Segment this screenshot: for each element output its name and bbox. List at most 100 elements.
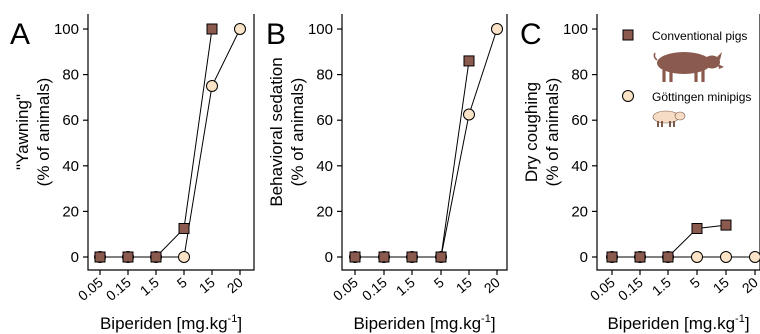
- conventional-pig-icon: [653, 52, 724, 82]
- pig-tail: [653, 52, 658, 61]
- data-point-conventional: [349, 251, 361, 263]
- x-tick-label: 15: [710, 274, 732, 296]
- x-tick-label: 0.05: [75, 274, 106, 304]
- y-axis-label-line: Behavioral sedation: [267, 57, 286, 206]
- minipig-icon: [652, 110, 686, 127]
- legend-label-conventional: Conventional pigs: [652, 29, 747, 43]
- data-point-gottingen: [234, 23, 246, 35]
- data-point-conventional: [406, 251, 418, 263]
- y-tick-label: 20: [62, 203, 79, 220]
- y-tick-label: 60: [62, 112, 79, 129]
- data-point-conventional: [178, 223, 190, 234]
- x-tick-label: 0.05: [330, 274, 361, 304]
- axes-frame: [87, 14, 255, 271]
- x-tick-label: 0.15: [103, 274, 134, 304]
- data-point-gottingen: [463, 108, 475, 121]
- axes-frame: [596, 14, 760, 271]
- y-tick-label: 20: [316, 203, 333, 220]
- x-tick-label: 5: [687, 274, 703, 291]
- panel-letter: B: [266, 18, 286, 51]
- data-point-conventional: [463, 55, 475, 67]
- y-tick-label: 100: [563, 21, 588, 38]
- y-tick-label: 60: [316, 112, 333, 129]
- data-point-conventional: [606, 251, 618, 263]
- legend: Conventional pigs Göttingen minipigs: [622, 29, 751, 127]
- x-tick-label: 15: [453, 274, 475, 296]
- x-tick-label: 0.05: [587, 274, 618, 304]
- series-line-conventional: [355, 60, 470, 258]
- x-tick-label: 1.5: [649, 274, 674, 299]
- x-axis-label: Biperiden [mg.kg-1]: [100, 313, 242, 333]
- y-tick-label: 0: [71, 249, 79, 266]
- x-axis-label-main: Biperiden [mg.kg: [353, 314, 481, 333]
- pig-body: [657, 52, 711, 74]
- x-tick-label: 5: [174, 274, 190, 291]
- y-axis-label-line: (% of animals): [543, 78, 562, 187]
- y-axis-label-line: (% of animals): [34, 78, 53, 187]
- data-point-gottingen: [720, 251, 732, 263]
- minipig-leg: [669, 121, 671, 127]
- x-tick-label: 20: [224, 274, 246, 296]
- y-tick-label: 0: [325, 249, 333, 266]
- y-tick-label: 40: [62, 158, 79, 175]
- x-axis-label-main: Biperiden [mg.kg: [607, 314, 735, 333]
- x-tick-label: 1.5: [137, 274, 162, 299]
- y-tick-label: 80: [62, 67, 79, 84]
- minipig-leg: [657, 121, 659, 127]
- x-tick-label: 20: [481, 274, 503, 296]
- data-point-conventional: [122, 251, 134, 263]
- panel-letter: C: [520, 18, 542, 51]
- y-tick-label: 20: [571, 203, 588, 220]
- data-point-conventional: [691, 223, 703, 234]
- series-line-gottingen: [355, 28, 498, 258]
- axes-frame: [341, 14, 508, 271]
- data-point-conventional: [206, 23, 218, 35]
- legend-label-gottingen: Göttingen minipigs: [652, 90, 751, 104]
- y-tick-label: 0: [580, 249, 588, 266]
- series-line-gottingen: [100, 28, 241, 258]
- x-axis-label: Biperiden [mg.kg-1]: [353, 313, 495, 333]
- x-tick-label: 20: [739, 274, 760, 296]
- x-axis-label-tail: ]: [745, 314, 750, 333]
- y-tick-label: 80: [316, 67, 333, 84]
- data-point-gottingen: [206, 80, 218, 92]
- minipig-leg: [661, 121, 663, 127]
- data-point-conventional: [378, 251, 390, 263]
- data-point-conventional: [150, 251, 162, 263]
- minipig-head: [674, 111, 686, 121]
- x-axis-label-tail: ]: [491, 314, 496, 333]
- x-axis-label-tail: ]: [237, 314, 242, 333]
- x-tick-label: 15: [196, 274, 218, 296]
- data-point-gottingen: [178, 251, 190, 263]
- data-point-gottingen: [749, 251, 760, 263]
- x-tick-label: 1.5: [393, 274, 418, 299]
- pig-leg: [701, 70, 705, 82]
- pig-ear: [717, 52, 722, 60]
- x-tick-label: 5: [431, 274, 447, 291]
- pig-leg: [669, 70, 673, 82]
- y-axis-label-line: "Yawning": [13, 94, 32, 170]
- legend-marker-conventional: [622, 29, 634, 41]
- pig-leg: [694, 70, 698, 82]
- data-point-conventional: [662, 251, 674, 263]
- data-point-gottingen: [691, 251, 703, 263]
- legend-marker-gottingen: [622, 90, 634, 102]
- minipig-leg: [673, 121, 675, 127]
- y-axis-label-line: (% of animals): [288, 78, 307, 187]
- data-point-gottingen: [491, 23, 503, 35]
- y-tick-label: 40: [316, 158, 333, 175]
- series-line-conventional: [100, 28, 213, 258]
- panel-letter: A: [10, 18, 30, 51]
- y-tick-label: 40: [571, 158, 588, 175]
- y-tick-label: 100: [308, 21, 333, 38]
- x-axis-label-sup: -1: [735, 313, 745, 325]
- x-axis-label-sup: -1: [228, 313, 238, 325]
- y-tick-label: 100: [54, 21, 79, 38]
- x-axis-label-sup: -1: [481, 313, 491, 325]
- x-axis-label-main: Biperiden [mg.kg: [100, 314, 228, 333]
- pig-snout: [718, 64, 724, 69]
- y-tick-label: 80: [571, 67, 588, 84]
